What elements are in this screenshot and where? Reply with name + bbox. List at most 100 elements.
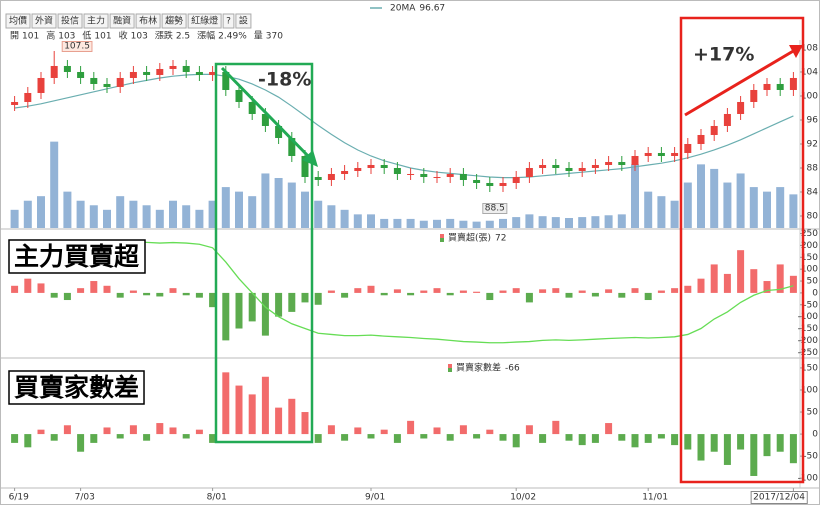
- toolbar-button[interactable]: 均價: [5, 13, 31, 29]
- quote-label: 收: [119, 30, 128, 42]
- volume-bar: [591, 216, 600, 228]
- candle-body: [446, 173, 454, 177]
- legend-name: 買賣家數差: [456, 362, 501, 374]
- button-frame: [161, 13, 187, 29]
- bar: [565, 434, 573, 441]
- y-tick-label: 80: [807, 211, 819, 221]
- toolbar-label: 趨勢: [165, 15, 183, 27]
- volume-bar: [406, 218, 415, 228]
- quote-value: 103: [131, 32, 148, 42]
- bar: [341, 434, 349, 441]
- bar: [446, 434, 454, 441]
- candle-body: [578, 167, 586, 171]
- toolbar-button[interactable]: ?: [222, 13, 235, 29]
- x-tick-label: 7/03: [75, 493, 95, 503]
- toolbar-label: 融資: [113, 15, 131, 27]
- volume-bar: [433, 219, 441, 228]
- bar: [143, 292, 151, 296]
- bar: [129, 425, 137, 435]
- candle-body: [591, 164, 599, 168]
- button-frame: [187, 13, 222, 29]
- y-tick-label: 92: [807, 139, 818, 149]
- volume-bar: [485, 220, 494, 228]
- candle-body: [288, 137, 296, 156]
- legend-value: 96.67: [419, 4, 445, 14]
- bar: [182, 292, 190, 296]
- bar: [77, 434, 85, 452]
- bar: [486, 292, 494, 301]
- candle-body: [539, 164, 547, 168]
- candle-body: [473, 179, 481, 183]
- toolbar-button[interactable]: 布林: [135, 13, 161, 29]
- volume-bar: [446, 218, 455, 228]
- candle-body: [684, 143, 692, 153]
- y-tick-label: 84: [807, 187, 819, 197]
- candle-body: [433, 176, 441, 178]
- toolbar-button[interactable]: 投信: [57, 13, 83, 29]
- bar: [275, 407, 283, 435]
- volume-bar: [76, 200, 85, 228]
- highlight-box: [679, 16, 805, 484]
- y-tick-label: -250: [798, 348, 819, 358]
- candle-body: [116, 77, 124, 87]
- toolbar-button[interactable]: 外資: [31, 13, 57, 29]
- volume-bar: [103, 209, 111, 228]
- toolbar-label: 外資: [35, 15, 53, 27]
- button-frame: [109, 13, 135, 29]
- toolbar-button[interactable]: 設: [235, 13, 252, 29]
- bar: [407, 292, 415, 296]
- bar: [539, 434, 547, 443]
- candle-body: [618, 161, 626, 165]
- bar: [631, 288, 639, 293]
- volume-bar: [604, 215, 613, 228]
- bar: [525, 425, 533, 435]
- bar: [420, 290, 428, 293]
- toolbar-button[interactable]: 趨勢: [161, 13, 187, 29]
- y-tick-label: 150: [801, 363, 818, 373]
- candle-body: [763, 83, 771, 90]
- x-tick-label: 9/01: [365, 493, 385, 503]
- bar: [195, 292, 203, 298]
- bar: [512, 434, 520, 448]
- candle-body: [420, 173, 428, 177]
- arrow-head: [789, 45, 803, 58]
- toolbar-button[interactable]: 融資: [109, 13, 135, 29]
- bar: [459, 290, 467, 293]
- volume-bar: [512, 217, 521, 228]
- bar: [24, 434, 32, 448]
- quote-value: 2.5: [176, 32, 190, 42]
- price-marker: 88.5: [485, 204, 505, 214]
- y-tick-label: 250: [801, 229, 818, 239]
- legend-swatch: [440, 234, 444, 238]
- toolbar-button[interactable]: 紅綠燈: [187, 13, 222, 29]
- candle-body: [129, 71, 137, 78]
- candle-body: [37, 77, 45, 93]
- candle-body: [380, 164, 388, 168]
- quote-value: 101: [94, 32, 111, 42]
- bar: [750, 434, 758, 476]
- volume-bar: [327, 205, 336, 228]
- bar: [618, 434, 626, 441]
- bar: [248, 394, 256, 435]
- bar: [407, 420, 415, 435]
- toolbar-button[interactable]: 主力: [83, 13, 109, 29]
- y-tick-label: 0: [812, 288, 818, 298]
- x-tick-label: 8/01: [207, 493, 227, 503]
- bar: [657, 290, 665, 293]
- toolbar-label: 紅綠燈: [191, 15, 218, 27]
- bar: [314, 292, 322, 305]
- volume-bar: [195, 209, 204, 228]
- volume-bar: [776, 187, 785, 228]
- button-frame: [57, 13, 83, 29]
- candle-body: [341, 170, 349, 174]
- y-tick-label: 104: [801, 67, 818, 77]
- y-tick-label: -50: [803, 300, 818, 310]
- bar: [63, 292, 71, 301]
- volume-bar: [683, 182, 692, 228]
- volume-bar: [169, 200, 177, 228]
- bar: [129, 290, 137, 293]
- volume-bar: [142, 205, 151, 228]
- toolbar-label: 投信: [61, 15, 79, 27]
- volume-bar: [644, 191, 653, 228]
- volume-bar: [459, 220, 468, 228]
